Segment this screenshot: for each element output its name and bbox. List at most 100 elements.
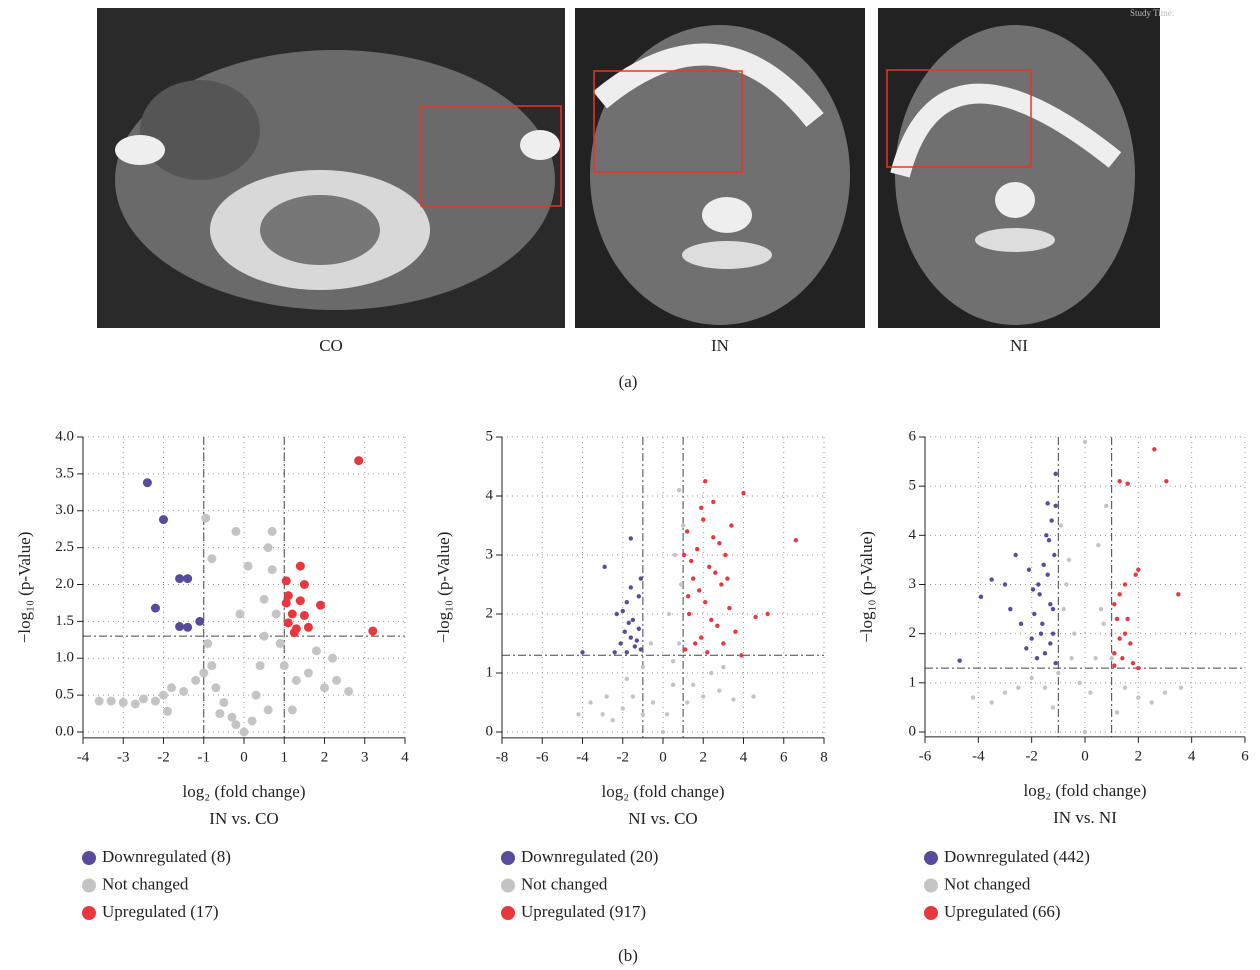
point xyxy=(1133,572,1138,577)
y-tick-label: 0 xyxy=(909,723,917,739)
point xyxy=(1122,631,1128,636)
point xyxy=(1164,479,1169,484)
point xyxy=(729,523,734,528)
point xyxy=(1052,552,1057,558)
point xyxy=(701,517,706,522)
point xyxy=(618,641,623,646)
x-tick-label: 8 xyxy=(820,749,828,765)
x-tick-label: 4 xyxy=(1188,748,1196,764)
y-tick-label: 5 xyxy=(909,478,917,494)
point xyxy=(1016,685,1021,690)
point xyxy=(207,554,217,564)
point xyxy=(1050,631,1056,636)
point xyxy=(1093,656,1098,661)
y-tick-label: 3.0 xyxy=(55,502,74,518)
point xyxy=(1128,641,1133,646)
point xyxy=(1058,523,1064,528)
point xyxy=(1048,641,1053,646)
point xyxy=(753,614,758,620)
point xyxy=(279,661,289,671)
point xyxy=(211,683,221,693)
point xyxy=(227,712,237,722)
point xyxy=(231,720,241,730)
point xyxy=(150,696,160,706)
point xyxy=(1114,710,1120,715)
x-tick-label: 4 xyxy=(740,749,748,765)
point xyxy=(703,600,708,605)
point xyxy=(1049,518,1054,523)
point xyxy=(676,487,682,493)
y-tick-label: 3.5 xyxy=(55,465,74,481)
x-tick-label: 0 xyxy=(240,749,248,765)
point xyxy=(299,580,309,589)
point xyxy=(602,564,607,569)
point xyxy=(299,610,309,620)
y-axis-label: −log₁₀ (p-Value) xyxy=(15,532,34,644)
point xyxy=(685,594,691,599)
point xyxy=(1026,567,1032,572)
point xyxy=(259,594,269,604)
point xyxy=(263,543,273,553)
point xyxy=(191,675,201,685)
point xyxy=(207,661,217,671)
point xyxy=(709,670,714,676)
point xyxy=(275,639,285,648)
x-tick-label: -1 xyxy=(198,749,211,765)
point xyxy=(1114,616,1120,622)
point xyxy=(106,696,116,706)
point xyxy=(632,644,638,649)
point xyxy=(640,664,646,670)
x-tick-label: -2 xyxy=(1025,748,1038,764)
point xyxy=(287,705,297,715)
x-tick-label: 0 xyxy=(1081,748,1089,764)
point xyxy=(1117,479,1122,484)
legend-marker xyxy=(924,878,938,893)
x-tick-label: 1 xyxy=(281,749,289,765)
point xyxy=(1072,631,1077,636)
y-tick-label: 5 xyxy=(486,428,494,444)
y-tick-label: 2.5 xyxy=(55,539,74,555)
chart-subtitle: IN vs. NI xyxy=(1053,808,1117,827)
point xyxy=(1122,582,1128,587)
point xyxy=(614,611,619,617)
point xyxy=(283,618,293,628)
point xyxy=(1002,582,1008,587)
point xyxy=(622,629,627,634)
point xyxy=(709,617,714,623)
point xyxy=(688,558,694,564)
image-label: IN xyxy=(711,336,729,355)
point xyxy=(183,622,193,632)
point xyxy=(1056,670,1061,676)
legend-label: Not changed xyxy=(102,874,189,893)
point xyxy=(243,561,253,571)
point xyxy=(723,552,728,558)
point xyxy=(1152,447,1157,452)
y-tick-label: 1 xyxy=(909,674,917,690)
point xyxy=(281,576,291,586)
point xyxy=(690,682,696,687)
panel-caption: (a) xyxy=(619,372,638,391)
point xyxy=(215,709,225,719)
x-tick-label: -2 xyxy=(617,749,630,765)
x-tick-label: 6 xyxy=(780,749,788,765)
point xyxy=(713,570,718,575)
point xyxy=(231,526,241,536)
point xyxy=(588,700,593,705)
point xyxy=(686,611,692,617)
point xyxy=(281,598,291,608)
point xyxy=(1066,557,1072,563)
legend-marker xyxy=(501,851,515,865)
point xyxy=(1038,631,1044,636)
point xyxy=(1024,646,1029,651)
x-tick-label: 3 xyxy=(361,749,369,765)
point xyxy=(1044,533,1049,538)
point xyxy=(717,688,722,693)
y-tick-label: 4 xyxy=(486,487,494,503)
point xyxy=(681,552,687,558)
point xyxy=(1040,621,1045,627)
point xyxy=(628,536,633,541)
image-label: CO xyxy=(319,336,343,355)
legend-marker xyxy=(501,878,515,893)
point xyxy=(150,603,160,613)
y-tick-label: 0.5 xyxy=(55,687,74,703)
